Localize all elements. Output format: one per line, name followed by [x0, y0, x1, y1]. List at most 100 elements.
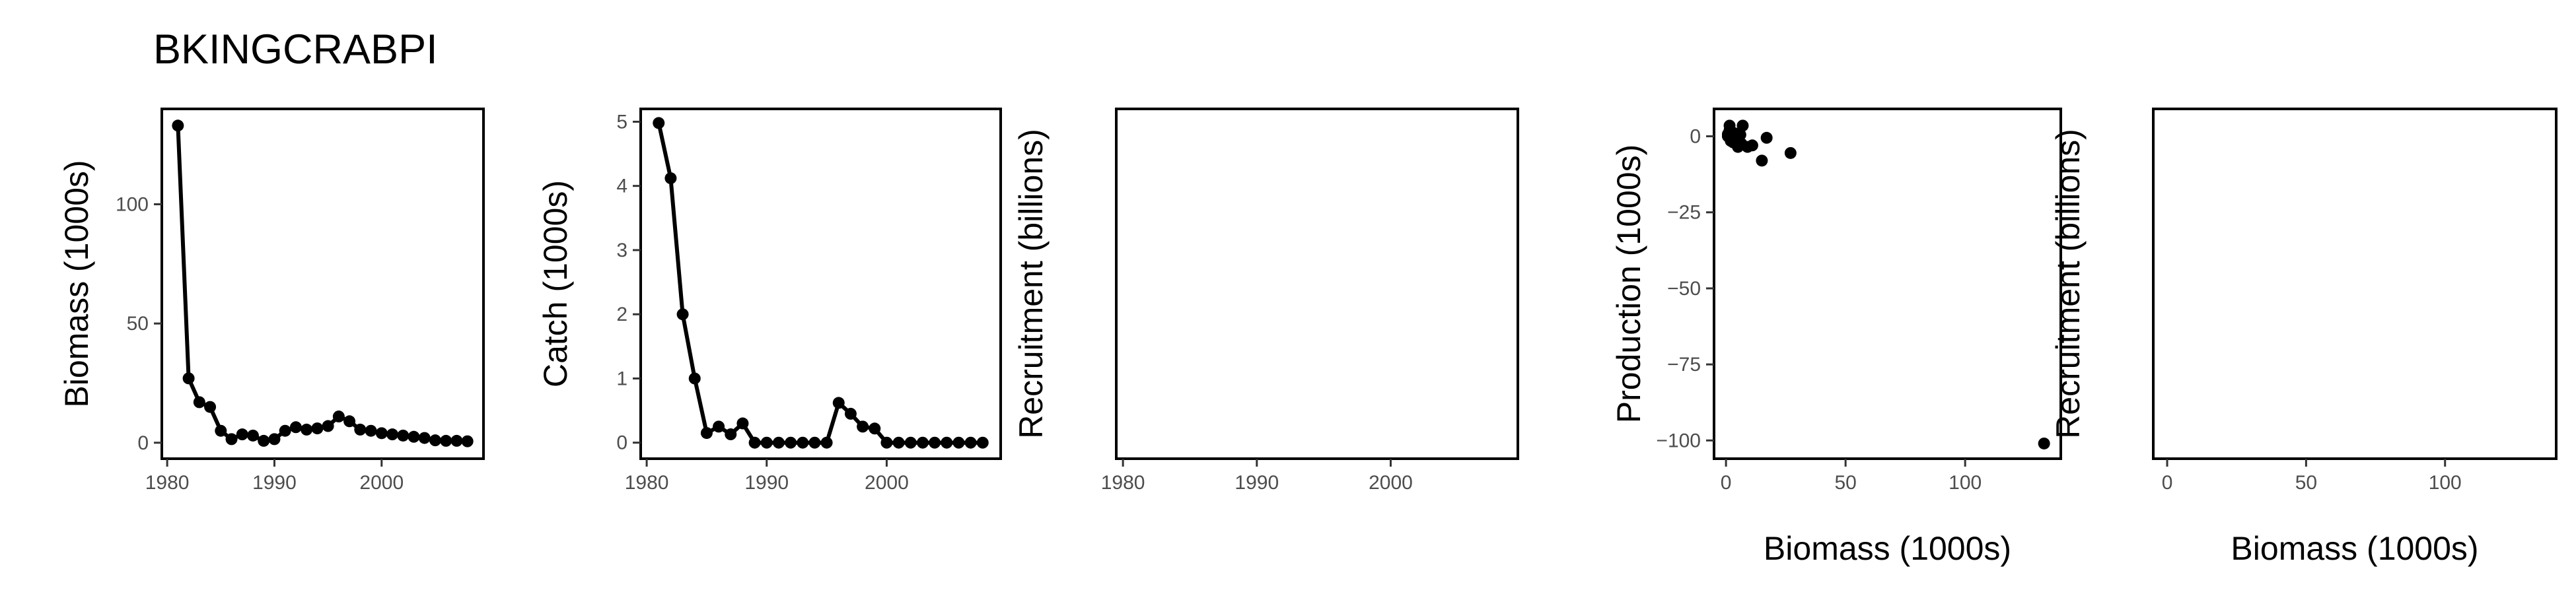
y-axis-title: Production (1000s): [1610, 145, 1647, 423]
panel-1: 1980 1990 2000 0 50 100 Biomass (1000s): [58, 108, 485, 494]
x-tick-label: 0: [2162, 472, 2173, 494]
data-point: [700, 427, 713, 440]
data-point: [172, 119, 184, 132]
y-tick-label: 100: [116, 194, 149, 216]
y-tick-label: 2: [616, 304, 627, 325]
data-point: [832, 397, 845, 409]
data-point: [450, 434, 463, 447]
x-tick-label: 50: [2295, 472, 2317, 494]
y-tick-label: 0: [137, 432, 149, 454]
data-point: [258, 434, 270, 447]
data-point: [857, 420, 869, 433]
data-point: [365, 424, 377, 437]
y-axis-title: Catch (1000s): [537, 180, 574, 387]
data-point: [952, 436, 965, 449]
data-point: [193, 396, 205, 409]
data-point: [844, 407, 857, 420]
data-point: [880, 436, 893, 449]
x-tick-label: 50: [1834, 472, 1856, 494]
data-point: [736, 417, 749, 430]
y-tick-label: 0: [616, 432, 627, 454]
data-point: [311, 422, 324, 435]
data-point: [688, 372, 701, 385]
data-point: [964, 436, 977, 449]
data-point: [2038, 437, 2050, 449]
panel-2: 1980 1990 2000 0 1 2 3 4 5 Catch (1000s): [537, 108, 1002, 494]
data-point: [653, 117, 665, 129]
y-axis-title: Recruitment (billions): [1013, 129, 1050, 439]
data-point: [869, 422, 881, 435]
data-point: [785, 436, 797, 449]
y-tick-label: −25: [1667, 202, 1701, 224]
data-point: [386, 428, 399, 441]
x-tick-label: 2000: [1369, 472, 1413, 494]
y-tick-label: 50: [127, 313, 149, 335]
x-tick-label: 1980: [145, 472, 190, 494]
data-point: [301, 423, 313, 436]
panel-3: 1980 1990 2000 Recruitment (billions): [1013, 108, 1519, 494]
x-tick-label: 0: [1721, 472, 1732, 494]
data-point: [343, 415, 356, 428]
data-point: [375, 427, 388, 440]
data-point: [929, 436, 941, 449]
data-point: [246, 429, 259, 442]
x-tick-label: 100: [1949, 472, 1982, 494]
data-point: [916, 436, 929, 449]
x-axis-title: Biomass (1000s): [1764, 530, 2011, 567]
data-point: [713, 420, 725, 433]
x-tick-label: 100: [2429, 472, 2462, 494]
panel-4: 0 50 100 0 −25 −50 −75 −100 Biomass (1000s) Produ…: [1610, 108, 2062, 567]
plot-frame: [1713, 108, 2062, 460]
x-tick-label: 2000: [865, 472, 909, 494]
x-tick-label: 1980: [625, 472, 669, 494]
data-point: [797, 436, 809, 449]
y-tick-label: −50: [1667, 278, 1701, 300]
data-point: [332, 411, 345, 423]
data-point: [322, 420, 334, 432]
data-point: [408, 430, 420, 443]
data-point: [1741, 141, 1754, 153]
data-point: [268, 433, 281, 446]
data-point: [418, 432, 431, 444]
data-point: [725, 428, 737, 441]
data-point: [892, 436, 905, 449]
x-tick-label: 1990: [252, 472, 297, 494]
data-point: [354, 423, 367, 436]
data-point: [1722, 129, 1734, 142]
y-axis-title: Biomass (1000s): [58, 160, 95, 407]
plot-frame: [639, 108, 1002, 460]
data-point: [1760, 131, 1773, 144]
data-point: [760, 436, 773, 449]
data-point: [904, 436, 917, 449]
data-point: [676, 308, 689, 321]
data-point: [204, 401, 217, 413]
data-point: [820, 436, 833, 449]
data-point: [279, 424, 291, 437]
y-tick-label: 4: [616, 176, 627, 197]
data-point: [182, 372, 195, 385]
data-point: [664, 172, 677, 185]
x-tick-label: 1990: [1234, 472, 1279, 494]
y-axis-title: Recruitment (billions): [2050, 129, 2087, 439]
data-point: [440, 434, 452, 447]
data-point: [429, 434, 441, 447]
data-point: [808, 436, 821, 449]
y-tick-label: 5: [616, 111, 627, 133]
data-point: [289, 421, 302, 434]
x-tick-label: 1990: [744, 472, 789, 494]
x-axis-title: Biomass (1000s): [2231, 530, 2478, 567]
chart-title: BKINGCRABPI: [153, 26, 438, 73]
plot-frame: [161, 108, 485, 460]
data-point: [1736, 119, 1749, 132]
data-point: [772, 436, 785, 449]
y-tick-label: 1: [616, 368, 627, 389]
data-point: [1784, 147, 1797, 159]
data-point: [236, 428, 248, 441]
plot-frame: [1115, 108, 1519, 460]
data-point: [976, 436, 989, 449]
data-point: [748, 436, 761, 449]
plot-frame: [2152, 108, 2558, 460]
data-point: [1756, 154, 1768, 167]
data-point: [215, 424, 227, 437]
